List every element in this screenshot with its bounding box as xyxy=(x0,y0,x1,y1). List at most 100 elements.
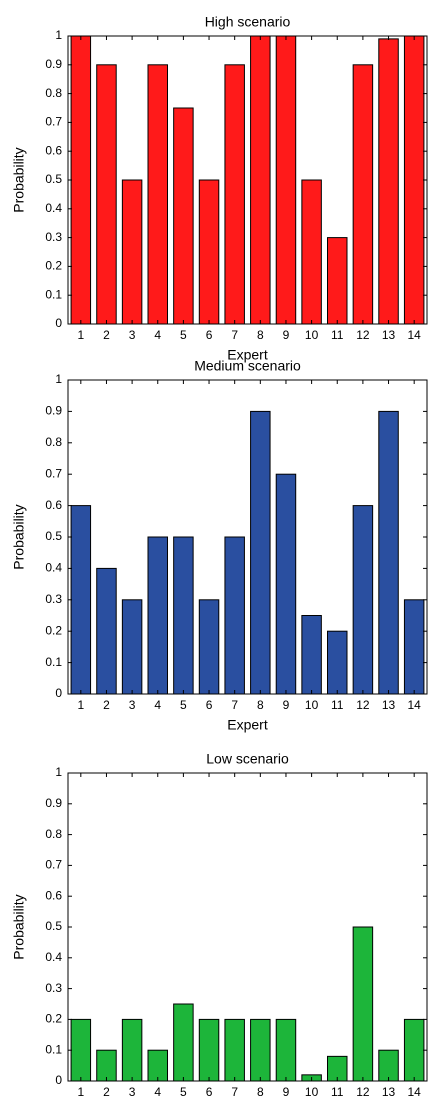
x-tick-label: 4 xyxy=(154,328,161,342)
bar xyxy=(173,107,194,325)
x-tick-label: 11 xyxy=(331,698,344,712)
y-axis-label: Probability xyxy=(11,147,27,212)
plot-frame xyxy=(67,35,428,325)
bar xyxy=(403,35,425,325)
y-tick-label: 0 xyxy=(55,686,62,700)
x-axis-label: Expert xyxy=(227,347,268,363)
bar xyxy=(96,1049,117,1082)
y-axis-label: Probability xyxy=(11,504,27,569)
y-tick-label: 0.1 xyxy=(45,287,62,301)
chart-title: Low scenario xyxy=(206,751,289,767)
chart-title: High scenario xyxy=(205,14,291,30)
bar xyxy=(224,1018,245,1082)
x-tick-label: 10 xyxy=(305,1085,319,1099)
y-tick-label: 0.4 xyxy=(45,561,62,575)
bar xyxy=(173,536,194,695)
y-tick-label: 0.6 xyxy=(45,143,62,157)
x-axis-label: Expert xyxy=(227,717,268,733)
x-tick-label: 10 xyxy=(305,698,319,712)
bar xyxy=(301,179,322,325)
x-tick-label: 7 xyxy=(231,698,238,712)
x-tick-label: 9 xyxy=(283,1085,290,1099)
bar xyxy=(275,35,297,325)
y-tick-label: 0.1 xyxy=(45,1042,62,1056)
bar xyxy=(198,1018,220,1082)
y-tick-label: 0 xyxy=(55,316,62,330)
plot-frame xyxy=(67,379,428,695)
x-tick-label: 1 xyxy=(77,698,84,712)
bar xyxy=(147,536,168,695)
y-tick-label: 1 xyxy=(55,765,62,779)
y-tick-label: 0.9 xyxy=(45,404,62,418)
x-tick-label: 1 xyxy=(77,1085,84,1099)
x-tick-label: 14 xyxy=(407,698,421,712)
bar xyxy=(70,505,92,695)
bar xyxy=(224,64,245,325)
x-tick-label: 6 xyxy=(206,328,213,342)
y-tick-label: 0.6 xyxy=(45,498,62,512)
bar xyxy=(378,1049,399,1082)
bar xyxy=(250,410,271,695)
x-tick-label: 8 xyxy=(257,1085,264,1099)
x-tick-label: 14 xyxy=(407,1085,421,1099)
bar xyxy=(301,615,322,695)
y-axis-label: Probability xyxy=(11,894,27,959)
bar xyxy=(121,179,143,325)
bar xyxy=(250,35,271,325)
x-tick-label: 14 xyxy=(407,328,421,342)
bar xyxy=(198,599,220,695)
y-tick-label: 0.5 xyxy=(45,172,62,186)
bar xyxy=(173,1003,194,1082)
x-tick-label: 1 xyxy=(77,328,84,342)
bar xyxy=(327,630,348,695)
y-tick-label: 0.5 xyxy=(45,529,62,543)
y-tick-label: 0.3 xyxy=(45,230,62,244)
y-tick-label: 0.2 xyxy=(45,259,62,273)
bar xyxy=(275,473,297,695)
y-tick-label: 0.3 xyxy=(45,981,62,995)
bar xyxy=(352,64,374,325)
bar xyxy=(121,1018,143,1082)
chart-title: Medium scenario xyxy=(194,358,301,374)
x-tick-label: 8 xyxy=(257,698,264,712)
x-tick-label: 7 xyxy=(231,328,238,342)
x-tick-label: 4 xyxy=(154,1085,161,1099)
y-tick-label: 0.4 xyxy=(45,950,62,964)
bar xyxy=(147,64,168,325)
x-tick-label: 12 xyxy=(356,328,370,342)
x-tick-label: 4 xyxy=(154,698,161,712)
y-tick-label: 0.7 xyxy=(45,466,62,480)
x-tick-label: 8 xyxy=(257,328,264,342)
x-tick-label: 11 xyxy=(331,1085,344,1099)
x-tick-label: 11 xyxy=(331,328,344,342)
x-tick-label: 13 xyxy=(382,1085,396,1099)
y-tick-label: 0.7 xyxy=(45,858,62,872)
bar xyxy=(250,1018,271,1082)
x-tick-label: 9 xyxy=(283,698,290,712)
x-tick-label: 5 xyxy=(180,1085,187,1099)
y-tick-label: 0.4 xyxy=(45,201,62,215)
y-tick-label: 0.9 xyxy=(45,796,62,810)
y-tick-label: 0 xyxy=(55,1073,62,1087)
bar xyxy=(224,536,245,695)
bar xyxy=(96,64,117,325)
bar xyxy=(378,38,399,325)
y-tick-label: 1 xyxy=(55,372,62,386)
x-tick-label: 3 xyxy=(129,1085,136,1099)
x-tick-label: 7 xyxy=(231,1085,238,1099)
y-tick-label: 0.5 xyxy=(45,919,62,933)
bar xyxy=(70,1018,92,1082)
bar xyxy=(121,599,143,695)
x-tick-label: 3 xyxy=(129,328,136,342)
y-tick-label: 0.8 xyxy=(45,827,62,841)
y-tick-label: 1 xyxy=(55,28,62,42)
x-tick-label: 5 xyxy=(180,698,187,712)
plot-frame xyxy=(67,772,428,1082)
y-tick-label: 0.2 xyxy=(45,623,62,637)
y-tick-label: 0.9 xyxy=(45,57,62,71)
bar xyxy=(403,1018,425,1082)
bar xyxy=(198,179,220,325)
bar xyxy=(403,599,425,695)
y-tick-label: 0.6 xyxy=(45,888,62,902)
